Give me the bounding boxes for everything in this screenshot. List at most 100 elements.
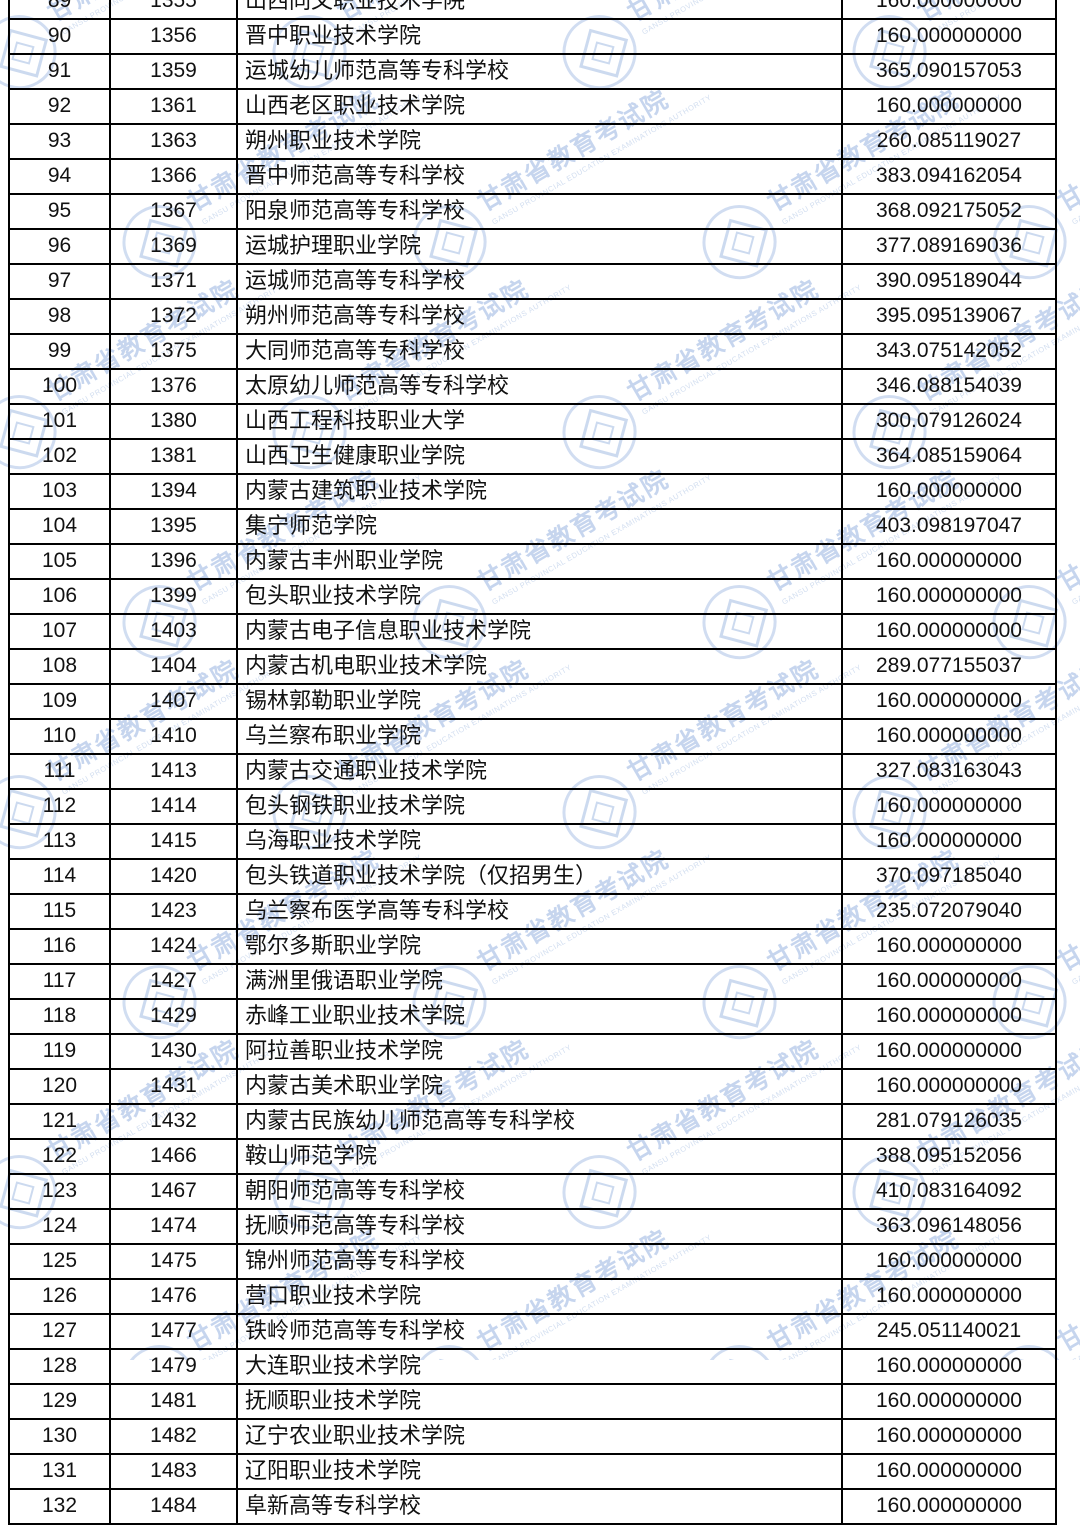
cell-school-code: 1423 xyxy=(109,893,238,930)
cell-school-code: 1361 xyxy=(109,88,238,125)
cell-rank: 122 xyxy=(8,1138,111,1175)
table-row: 106 1399 包头职业技术学院 160.000000000 xyxy=(8,578,1057,615)
cell-rank: 107 xyxy=(8,613,111,650)
cell-school-name: 包头钢铁职业技术学院 xyxy=(236,788,843,825)
cell-rank: 117 xyxy=(8,963,111,1000)
cell-score-line: 160.000000000 xyxy=(841,613,1057,650)
cell-score-line: 160.000000000 xyxy=(841,1453,1057,1490)
table-row: 114 1420 包头铁道职业技术学院（仅招男生） 370.097185040 xyxy=(8,858,1057,895)
cell-score-line: 245.051140021 xyxy=(841,1313,1057,1350)
table-row: 104 1395 集宁师范学院 403.098197047 xyxy=(8,508,1057,545)
cell-school-code: 1476 xyxy=(109,1278,238,1315)
cell-school-code: 1355 xyxy=(109,0,238,20)
cell-rank: 110 xyxy=(8,718,111,755)
cell-rank: 116 xyxy=(8,928,111,965)
cell-school-name: 铁岭师范高等专科学校 xyxy=(236,1313,843,1350)
cell-school-code: 1481 xyxy=(109,1383,238,1420)
cell-rank: 90 xyxy=(8,18,111,55)
table-row: 128 1479 大连职业技术学院 160.000000000 xyxy=(8,1348,1057,1385)
table-row: 117 1427 满洲里俄语职业学院 160.000000000 xyxy=(8,963,1057,1000)
cell-rank: 89 xyxy=(8,0,111,20)
cell-rank: 127 xyxy=(8,1313,111,1350)
cell-school-code: 1413 xyxy=(109,753,238,790)
cell-school-name: 朔州师范高等专科学校 xyxy=(236,298,843,335)
cell-school-code: 1369 xyxy=(109,228,238,265)
table-row: 108 1404 内蒙古机电职业技术学院 289.077155037 xyxy=(8,648,1057,685)
cell-school-name: 大连职业技术学院 xyxy=(236,1348,843,1385)
table-row: 97 1371 运城师范高等专科学校 390.095189044 xyxy=(8,263,1057,300)
cell-school-name: 锡林郭勒职业学院 xyxy=(236,683,843,720)
cell-rank: 94 xyxy=(8,158,111,195)
cell-school-code: 1429 xyxy=(109,998,238,1035)
cell-score-line: 364.085159064 xyxy=(841,438,1057,475)
table-row: 124 1474 抚顺师范高等专科学校 363.096148056 xyxy=(8,1208,1057,1245)
cell-school-code: 1372 xyxy=(109,298,238,335)
cell-school-name: 山西同文职业技术学院 xyxy=(236,0,843,20)
cell-school-code: 1404 xyxy=(109,648,238,685)
cell-score-line: 160.000000000 xyxy=(841,998,1057,1035)
cell-rank: 98 xyxy=(8,298,111,335)
cell-school-name: 晋中职业技术学院 xyxy=(236,18,843,55)
cell-score-line: 160.000000000 xyxy=(841,18,1057,55)
cell-school-code: 1414 xyxy=(109,788,238,825)
cell-rank: 101 xyxy=(8,403,111,440)
cell-school-name: 阿拉善职业技术学院 xyxy=(236,1033,843,1070)
cell-rank: 108 xyxy=(8,648,111,685)
cell-school-name: 太原幼儿师范高等专科学校 xyxy=(236,368,843,405)
cell-school-name: 鄂尔多斯职业学院 xyxy=(236,928,843,965)
table-row: 131 1483 辽阳职业技术学院 160.000000000 xyxy=(8,1453,1057,1490)
cell-school-name: 山西老区职业技术学院 xyxy=(236,88,843,125)
cell-school-code: 1479 xyxy=(109,1348,238,1385)
cell-score-line: 395.095139067 xyxy=(841,298,1057,335)
cell-school-code: 1430 xyxy=(109,1033,238,1070)
table-row: 89 1355 山西同文职业技术学院 160.000000000 xyxy=(8,0,1057,20)
cell-rank: 124 xyxy=(8,1208,111,1245)
cell-rank: 92 xyxy=(8,88,111,125)
table-row: 101 1380 山西工程科技职业大学 300.079126024 xyxy=(8,403,1057,440)
cell-school-code: 1484 xyxy=(109,1488,238,1525)
cell-score-line: 365.090157053 xyxy=(841,53,1057,90)
cell-score-line: 403.098197047 xyxy=(841,508,1057,545)
table-row: 119 1430 阿拉善职业技术学院 160.000000000 xyxy=(8,1033,1057,1070)
cell-score-line: 363.096148056 xyxy=(841,1208,1057,1245)
cell-school-name: 锦州师范高等专科学校 xyxy=(236,1243,843,1280)
table-row: 132 1484 阜新高等专科学校 160.000000000 xyxy=(8,1488,1057,1525)
cell-school-code: 1482 xyxy=(109,1418,238,1455)
cell-school-name: 内蒙古交通职业技术学院 xyxy=(236,753,843,790)
cell-school-name: 阳泉师范高等专科学校 xyxy=(236,193,843,230)
table-row: 109 1407 锡林郭勒职业学院 160.000000000 xyxy=(8,683,1057,720)
cell-school-name: 乌兰察布医学高等专科学校 xyxy=(236,893,843,930)
table-row: 107 1403 内蒙古电子信息职业技术学院 160.000000000 xyxy=(8,613,1057,650)
cell-score-line: 300.079126024 xyxy=(841,403,1057,440)
cell-rank: 128 xyxy=(8,1348,111,1385)
cell-score-line: 160.000000000 xyxy=(841,88,1057,125)
table-row: 100 1376 太原幼儿师范高等专科学校 346.088154039 xyxy=(8,368,1057,405)
cell-score-line: 160.000000000 xyxy=(841,1068,1057,1105)
cell-rank: 93 xyxy=(8,123,111,160)
cell-score-line: 160.000000000 xyxy=(841,1418,1057,1455)
cell-score-line: 388.095152056 xyxy=(841,1138,1057,1175)
cell-rank: 95 xyxy=(8,193,111,230)
cell-score-line: 160.000000000 xyxy=(841,718,1057,755)
cell-rank: 103 xyxy=(8,473,111,510)
cell-rank: 132 xyxy=(8,1488,111,1525)
cell-rank: 102 xyxy=(8,438,111,475)
cell-school-code: 1381 xyxy=(109,438,238,475)
cell-school-name: 乌兰察布职业学院 xyxy=(236,718,843,755)
cell-school-name: 晋中师范高等专科学校 xyxy=(236,158,843,195)
cell-score-line: 390.095189044 xyxy=(841,263,1057,300)
table-row: 92 1361 山西老区职业技术学院 160.000000000 xyxy=(8,88,1057,125)
cell-score-line: 160.000000000 xyxy=(841,683,1057,720)
table-row: 122 1466 鞍山师范学院 388.095152056 xyxy=(8,1138,1057,1175)
cell-school-code: 1483 xyxy=(109,1453,238,1490)
cell-school-code: 1394 xyxy=(109,473,238,510)
cell-rank: 114 xyxy=(8,858,111,895)
cell-school-name: 抚顺职业技术学院 xyxy=(236,1383,843,1420)
cell-score-line: 327.083163043 xyxy=(841,753,1057,790)
table-row: 111 1413 内蒙古交通职业技术学院 327.083163043 xyxy=(8,753,1057,790)
cell-school-name: 阜新高等专科学校 xyxy=(236,1488,843,1525)
cell-rank: 112 xyxy=(8,788,111,825)
table-row: 116 1424 鄂尔多斯职业学院 160.000000000 xyxy=(8,928,1057,965)
cell-score-line: 346.088154039 xyxy=(841,368,1057,405)
cell-school-name: 运城幼儿师范高等专科学校 xyxy=(236,53,843,90)
